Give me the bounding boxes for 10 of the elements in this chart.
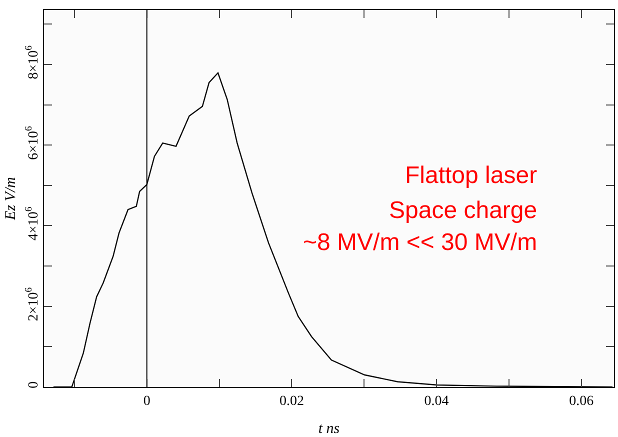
x-axis-title: t ns	[318, 421, 340, 437]
annotation: Flattop laser	[405, 162, 538, 189]
x-tick-label: 0.02	[279, 394, 304, 409]
y-axis-title: Ez V/m	[2, 176, 19, 221]
x-tick-label: 0.04	[424, 394, 449, 409]
annotation: ~8 MV/m << 30 MV/m	[303, 229, 538, 256]
x-tick-label: 0	[143, 394, 150, 409]
annotation: Space charge	[389, 197, 538, 224]
y-tick-label: 0	[26, 381, 42, 388]
x-tick-label: 0.06	[569, 394, 594, 409]
